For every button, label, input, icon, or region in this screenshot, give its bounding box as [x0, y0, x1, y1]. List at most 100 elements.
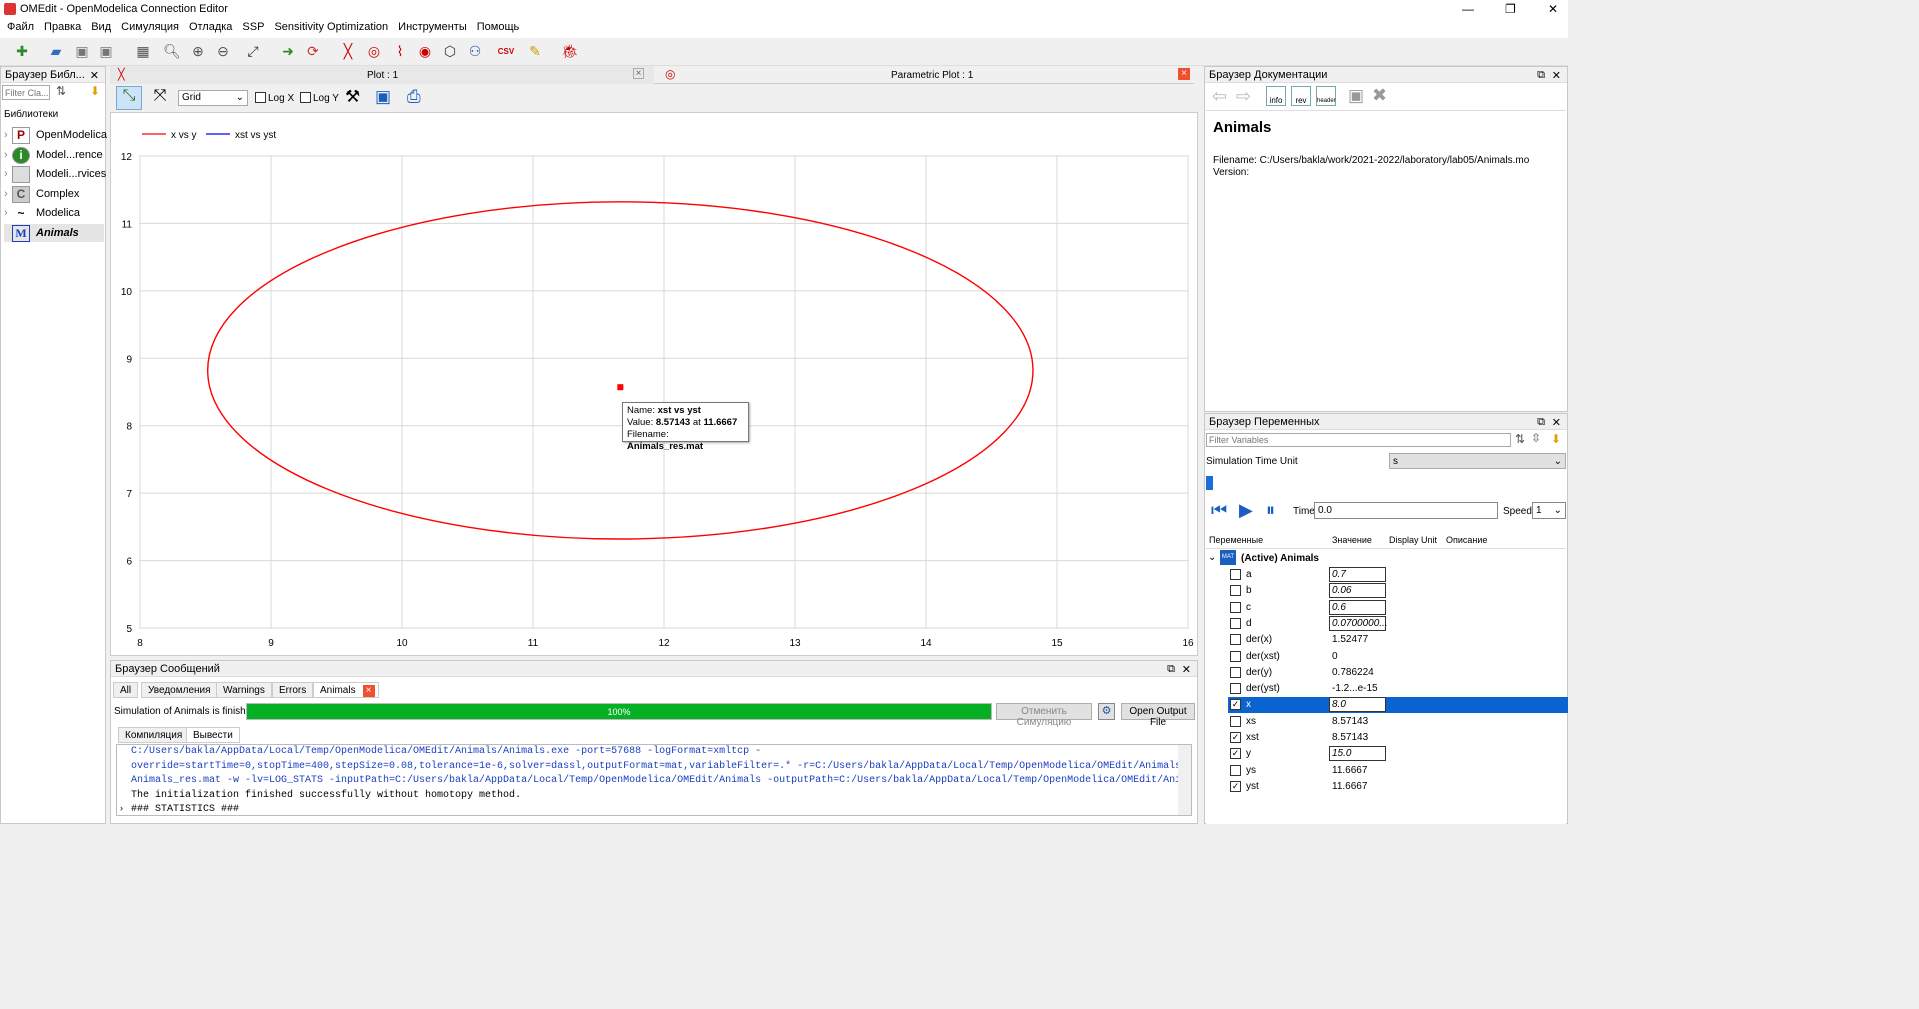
- minimize-icon[interactable]: —: [1462, 2, 1474, 16]
- variable-name[interactable]: der(x): [1246, 634, 1273, 646]
- sort-icon[interactable]: ⇅: [56, 84, 67, 98]
- variable-checkbox[interactable]: ✓: [1230, 780, 1241, 792]
- time-unit-select[interactable]: s ⌄: [1389, 453, 1566, 469]
- variable-name[interactable]: ys: [1246, 764, 1256, 776]
- menu-tools[interactable]: Инструменты: [398, 21, 467, 33]
- cube-icon[interactable]: ⬡: [443, 42, 457, 59]
- variable-checkbox[interactable]: [1230, 715, 1241, 727]
- sort-icon[interactable]: ⇅: [1515, 432, 1526, 446]
- variable-checkbox[interactable]: [1230, 569, 1241, 580]
- variable-name[interactable]: y: [1246, 748, 1251, 760]
- tab-compilation[interactable]: Компиляция: [118, 727, 190, 743]
- close-parametric-tab-icon[interactable]: ×: [1178, 68, 1190, 80]
- save-icon[interactable]: ▣: [75, 42, 89, 59]
- tree-root[interactable]: (Active) Animals: [1241, 553, 1319, 564]
- expand-icon[interactable]: ⤧: [153, 87, 167, 104]
- column-description[interactable]: Описание: [1446, 535, 1488, 545]
- column-variables[interactable]: Переменные: [1209, 535, 1264, 545]
- open-output-file-button[interactable]: Open Output File: [1121, 703, 1195, 728]
- lib-modelica-services[interactable]: › Modeli...rvices: [4, 165, 106, 183]
- close-messages-icon[interactable]: ✕: [1181, 664, 1191, 676]
- library-filter-input[interactable]: [2, 85, 50, 100]
- lib-animals[interactable]: M Animals: [4, 224, 104, 242]
- setup-tools-icon[interactable]: ⚒: [345, 87, 361, 106]
- new-file-icon[interactable]: ✚: [16, 42, 28, 59]
- variable-name[interactable]: b: [1246, 585, 1252, 597]
- close-animals-tab-icon[interactable]: ×: [362, 685, 375, 697]
- menu-edit[interactable]: Правка: [44, 21, 82, 33]
- variable-value[interactable]: 15.0: [1329, 746, 1386, 762]
- network-icon[interactable]: ⚇: [468, 42, 482, 59]
- variable-checkbox[interactable]: ✓: [1230, 748, 1241, 760]
- menu-file[interactable]: Файл: [7, 21, 35, 33]
- save-doc-icon[interactable]: ▣: [1348, 86, 1365, 105]
- lib-modelica-reference[interactable]: › i Model...rence: [4, 146, 103, 164]
- menu-simulation[interactable]: Симуляция: [121, 21, 179, 33]
- variable-name[interactable]: d: [1246, 617, 1252, 629]
- time-input[interactable]: 0.0: [1314, 502, 1498, 519]
- tab-plot-1[interactable]: ╳ Plot : 1 ×: [110, 66, 654, 84]
- menu-debug[interactable]: Отладка: [188, 21, 233, 33]
- variable-name[interactable]: der(xst): [1246, 650, 1280, 662]
- menu-ssp[interactable]: SSP: [242, 21, 265, 33]
- menu-view[interactable]: Вид: [91, 21, 112, 33]
- variable-name[interactable]: xs: [1246, 715, 1256, 727]
- speed-select[interactable]: 1 ⌄: [1532, 502, 1566, 519]
- tab-errors[interactable]: Errors: [272, 682, 314, 698]
- tab-parametric-plot[interactable]: ◎ Parametric Plot : 1 ×: [658, 66, 1194, 84]
- variable-checkbox[interactable]: [1230, 601, 1241, 613]
- close-icon[interactable]: ✕: [1548, 2, 1559, 16]
- float-icon[interactable]: ⧉: [1537, 416, 1545, 428]
- variable-checkbox[interactable]: ✓: [1230, 699, 1241, 711]
- print-icon[interactable]: ⎙: [407, 87, 421, 106]
- fit-in-view-icon[interactable]: ⤡: [116, 86, 142, 110]
- variable-checkbox[interactable]: [1230, 683, 1241, 695]
- simulate-icon[interactable]: ⟳: [307, 42, 319, 59]
- tab-notifications[interactable]: Уведомления: [141, 682, 218, 698]
- variable-name[interactable]: der(yst): [1246, 683, 1280, 695]
- variables-filter-input[interactable]: [1206, 433, 1511, 447]
- expand-arrow-icon[interactable]: ›: [120, 803, 123, 813]
- export-csv-icon[interactable]: CSV: [497, 46, 515, 56]
- variable-name[interactable]: x: [1246, 699, 1251, 711]
- menu-help[interactable]: Помощь: [476, 21, 520, 33]
- forward-arrow-icon[interactable]: ⇨: [1236, 86, 1252, 106]
- close-doc-icon[interactable]: ✕: [1551, 70, 1561, 82]
- variable-value[interactable]: 8.0: [1329, 697, 1386, 713]
- variable-checkbox[interactable]: [1230, 764, 1241, 776]
- zoom-icon[interactable]: 🔍︎: [163, 42, 181, 59]
- close-plot-tab-icon[interactable]: ×: [633, 68, 644, 79]
- column-value[interactable]: Значение: [1332, 535, 1372, 545]
- column-display-unit[interactable]: Display Unit: [1389, 535, 1438, 545]
- variable-checkbox[interactable]: [1230, 650, 1241, 662]
- grid-icon[interactable]: ▦: [136, 42, 150, 59]
- array-plot-icon[interactable]: ⌇: [396, 42, 404, 59]
- tab-warnings[interactable]: Warnings: [216, 682, 272, 698]
- lib-complex[interactable]: › C Complex: [4, 185, 80, 203]
- variable-name[interactable]: xst: [1246, 732, 1259, 743]
- menu-sensitivity[interactable]: Sensitivity Optimization: [274, 21, 389, 33]
- save-all-icon[interactable]: ▣: [99, 42, 113, 59]
- variable-value[interactable]: 0.7: [1329, 567, 1386, 582]
- check-model-icon[interactable]: ➜: [282, 42, 294, 59]
- lib-openmodelica[interactable]: › P OpenModelica: [4, 126, 107, 144]
- close-variables-icon[interactable]: ✕: [1551, 417, 1561, 429]
- maximize-icon[interactable]: ❐: [1505, 2, 1516, 16]
- cancel-doc-icon[interactable]: ✖: [1372, 85, 1388, 105]
- parametric-plot-icon[interactable]: ◎: [367, 42, 381, 59]
- grid-select[interactable]: Grid ⌄: [178, 90, 248, 106]
- variable-value[interactable]: 0.0700000...: [1329, 615, 1388, 631]
- variable-checkbox[interactable]: [1230, 634, 1241, 646]
- revisions-button[interactable]: rev: [1291, 86, 1311, 106]
- debug-bug-icon[interactable]: 🐞︎: [561, 42, 579, 59]
- rewind-icon[interactable]: ⏮: [1211, 500, 1228, 520]
- variable-name[interactable]: yst: [1246, 780, 1259, 792]
- variable-name[interactable]: der(y): [1246, 666, 1273, 678]
- log-scrollbar[interactable]: [1178, 745, 1191, 815]
- logy-checkbox[interactable]: [300, 92, 311, 103]
- info-button[interactable]: info: [1266, 86, 1286, 106]
- fit-icon[interactable]: ⤢: [247, 42, 259, 59]
- collapse-icon[interactable]: ⇳: [1531, 431, 1542, 445]
- logx-checkbox[interactable]: [255, 92, 266, 103]
- sort-down-icon[interactable]: ⬇: [1551, 432, 1562, 446]
